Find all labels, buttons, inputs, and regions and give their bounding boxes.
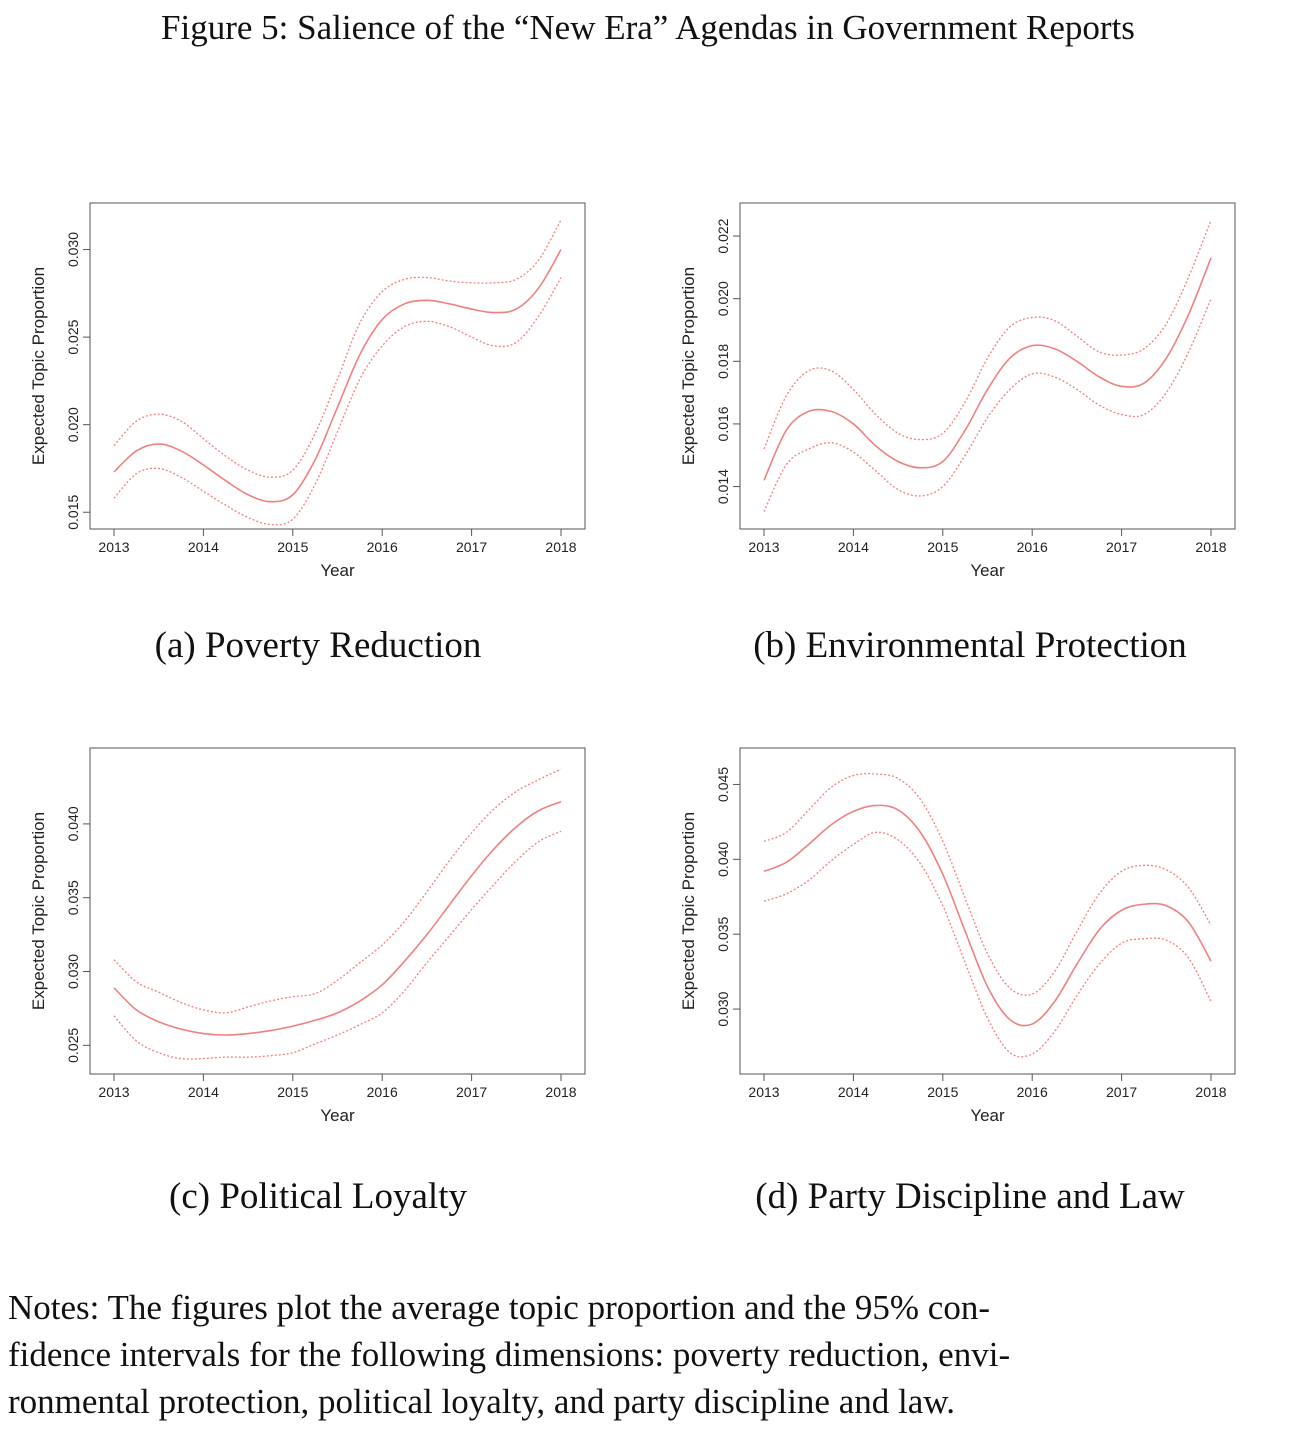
x-tick-label: 2018 [545,539,576,555]
chart-party-discipline-and-law: 2013 2014 2015 2016 2017 2018 0.030 0.035 0.040 0… [679,747,1236,1125]
y-tick-label: 0.035 [65,880,81,915]
y-tick-label: 0.016 [715,406,731,441]
x-tick-label: 2018 [1195,539,1226,555]
upper-ci-line [763,220,1212,450]
x-tick-label: 2013 [748,1084,779,1100]
notes-line: ronmental protection, political loyalty,… [8,1382,955,1421]
estimate-line [113,249,562,503]
x-tick-label: 2016 [367,1084,398,1100]
x-tick-label: 2015 [277,539,308,555]
x-tick-label: 2014 [838,539,869,555]
chart-environmental-protection: 2013 2014 2015 2016 2017 2018 0.014 0.016 0.018 0… [679,202,1236,580]
estimate-line [763,257,1212,481]
y-tick-label: 0.030 [65,232,81,267]
y-tick-label: 0.025 [65,1028,81,1063]
estimate-line [763,804,1212,1027]
caption-c: (c) Political Loyalty [169,1176,467,1217]
x-tick-label: 2018 [1195,1084,1226,1100]
y-tick-label: 0.025 [65,319,81,354]
caption-a: (a) Poverty Reduction [154,625,482,666]
x-tick-label: 2017 [456,1084,487,1100]
x-axis-label: Year [970,561,1005,580]
y-tick-label: 0.035 [715,916,731,951]
y-tick-label: 0.030 [715,991,731,1026]
plot-frame [89,202,586,530]
x-axis-label: Year [320,561,355,580]
plot-frame [739,202,1236,530]
x-tick-label: 2015 [927,1084,958,1100]
notes-line: fidence intervals for the following dime… [8,1335,1011,1374]
y-tick-label: 0.020 [715,281,731,316]
estimate-line [113,801,562,1036]
y-tick-label: 0.014 [715,469,731,504]
y-tick-label: 0.018 [715,344,731,379]
notes-line: Notes: The figures plot the average topi… [8,1288,990,1327]
x-tick-label: 2017 [1106,1084,1137,1100]
figure-notes: Notes: The figures plot the average topi… [8,1284,1288,1425]
y-tick-label: 0.022 [715,218,731,253]
lower-ci-line [113,830,562,1060]
x-tick-label: 2013 [98,539,129,555]
upper-ci-line [113,768,562,1014]
x-tick-label: 2014 [838,1084,869,1100]
caption-d: (d) Party Discipline and Law [755,1176,1185,1217]
upper-ci-line [763,772,1212,996]
y-axis-label: Expected Topic Proportion [29,812,48,1010]
caption-b: (b) Environmental Protection [753,625,1187,666]
x-tick-label: 2016 [367,539,398,555]
chart-political-loyalty: 2013 2014 2015 2016 2017 2018 0.025 0.030 0.035 0… [29,747,586,1125]
plot-frame [89,747,586,1075]
x-tick-label: 2015 [277,1084,308,1100]
lower-ci-line [763,298,1212,512]
chart-poverty-reduction: 2013 2014 2015 2016 2017 2018 0.015 0.020 0.025 0… [29,202,586,580]
x-tick-label: 2014 [188,539,219,555]
y-tick-label: 0.020 [65,407,81,442]
x-tick-label: 2014 [188,1084,219,1100]
x-tick-label: 2017 [456,539,487,555]
x-tick-label: 2013 [98,1084,129,1100]
y-axis-label: Expected Topic Proportion [679,267,698,465]
figure-title: Figure 5: Salience of the “New Era” Agen… [161,8,1135,47]
x-tick-label: 2013 [748,539,779,555]
x-tick-label: 2016 [1017,539,1048,555]
x-tick-label: 2016 [1017,1084,1048,1100]
plot-frame [739,747,1236,1075]
y-tick-label: 0.040 [715,842,731,877]
y-tick-label: 0.045 [715,767,731,802]
x-tick-label: 2018 [545,1084,576,1100]
x-axis-label: Year [970,1106,1005,1125]
y-tick-label: 0.040 [65,806,81,841]
y-axis-label: Expected Topic Proportion [29,267,48,465]
x-axis-label: Year [320,1106,355,1125]
y-axis-label: Expected Topic Proportion [679,812,698,1010]
upper-ci-line [113,219,562,478]
x-tick-label: 2017 [1106,539,1137,555]
x-tick-label: 2015 [927,539,958,555]
y-tick-label: 0.030 [65,954,81,989]
lower-ci-line [113,277,562,526]
y-tick-label: 0.015 [65,495,81,530]
